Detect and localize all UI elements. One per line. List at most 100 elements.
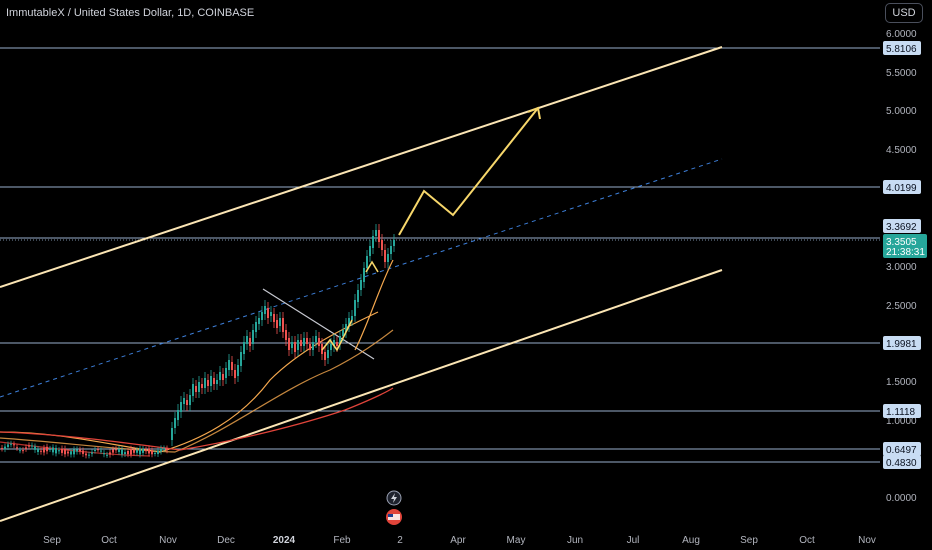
- candle-body: [357, 290, 359, 302]
- candle: [103, 450, 105, 458]
- candle: [157, 447, 159, 458]
- time-label: Jun: [567, 535, 583, 546]
- candle: [130, 445, 132, 458]
- candle: [186, 394, 188, 411]
- candle-body: [177, 410, 179, 420]
- candle-body: [225, 368, 227, 378]
- candle: [40, 447, 42, 455]
- currency-button[interactable]: USD: [885, 3, 923, 23]
- candle: [34, 443, 36, 453]
- candle-body: [70, 451, 72, 455]
- candle-body: [387, 254, 389, 262]
- candle-body: [315, 336, 317, 342]
- price-axis[interactable]: 6.0000 5.5000 5.0000 4.5000 3.0000 2.500…: [886, 29, 917, 504]
- candle: [273, 308, 275, 328]
- candle-body: [345, 324, 347, 332]
- candle-body: [261, 312, 263, 320]
- candle: [312, 336, 314, 356]
- candle: [46, 443, 48, 455]
- candle: [195, 380, 197, 398]
- ma-medium: [0, 329, 394, 453]
- candle-body: [10, 443, 12, 445]
- candle-body: [180, 402, 182, 412]
- time-axis[interactable]: Sep Oct Nov Dec 2024 Feb 2 Apr May Jun J…: [43, 535, 876, 546]
- candle-body: [351, 316, 353, 320]
- candle-body: [204, 378, 206, 388]
- candle-body: [127, 450, 129, 455]
- trend-lines: [0, 46, 723, 522]
- candle: [369, 240, 371, 262]
- candle-body: [294, 342, 296, 352]
- candle: [61, 445, 63, 456]
- price-tick: 1.0000: [886, 416, 917, 427]
- candle: [288, 332, 290, 356]
- time-label: Oct: [799, 535, 815, 546]
- candle: [85, 450, 87, 459]
- candle-body: [354, 300, 356, 316]
- candle: [291, 336, 293, 354]
- candle-body: [219, 372, 221, 380]
- candle: [384, 244, 386, 268]
- level-label-box: [883, 455, 921, 469]
- candle: [279, 312, 281, 332]
- candle: [300, 334, 302, 352]
- time-label: Feb: [333, 535, 351, 546]
- candle: [183, 392, 185, 410]
- candle: [201, 378, 203, 394]
- candle: [76, 446, 78, 455]
- candle-body: [103, 453, 105, 455]
- candle: [351, 310, 353, 326]
- candle-body: [366, 256, 368, 268]
- candle-body: [255, 322, 257, 332]
- candle: [219, 366, 221, 386]
- candle: [145, 446, 147, 455]
- time-label: 2: [397, 535, 403, 546]
- candle-body: [393, 240, 395, 246]
- price-tick: 3.0000: [886, 262, 917, 273]
- price-tick: 6.0000: [886, 29, 917, 40]
- candle-body: [318, 338, 320, 346]
- candle: [189, 389, 191, 411]
- candle-body: [25, 447, 27, 449]
- candle-body: [273, 314, 275, 322]
- candle-body: [264, 306, 266, 314]
- time-label: Dec: [217, 535, 235, 546]
- candle: [177, 404, 179, 426]
- candle: [115, 446, 117, 454]
- candle-body: [121, 449, 123, 455]
- candle: [225, 362, 227, 384]
- time-label: Nov: [858, 535, 876, 546]
- channel-upper-line: [0, 46, 723, 288]
- candle-body: [136, 450, 138, 453]
- level-label-box: [883, 442, 921, 456]
- candle: [37, 446, 39, 455]
- candle: [112, 446, 114, 456]
- candle-body: [189, 395, 191, 405]
- candle-body: [115, 449, 117, 451]
- candle: [333, 334, 335, 352]
- candle: [118, 445, 120, 455]
- candle-body: [210, 376, 212, 386]
- channel-lower-line: [0, 269, 723, 522]
- level-labels: 5.8106 4.0199 3.3692 1.9981 1.1118 0.649…: [883, 41, 927, 469]
- candle: [192, 378, 194, 402]
- candle: [171, 422, 173, 446]
- candle-body: [303, 338, 305, 346]
- candle: [106, 451, 108, 458]
- candle: [163, 445, 165, 452]
- moving-averages: [0, 259, 394, 457]
- candle-body: [252, 330, 254, 344]
- candle: [261, 306, 263, 326]
- candle: [109, 449, 111, 458]
- flag-icon[interactable]: [386, 509, 402, 525]
- candle-body: [192, 384, 194, 396]
- history-arrow-2: [365, 260, 379, 273]
- candle: [16, 444, 18, 451]
- candle-body: [363, 268, 365, 282]
- candle: [303, 332, 305, 352]
- candle: [354, 294, 356, 322]
- candle: [357, 284, 359, 308]
- lightning-icon[interactable]: [386, 490, 402, 506]
- candle-body: [243, 342, 245, 354]
